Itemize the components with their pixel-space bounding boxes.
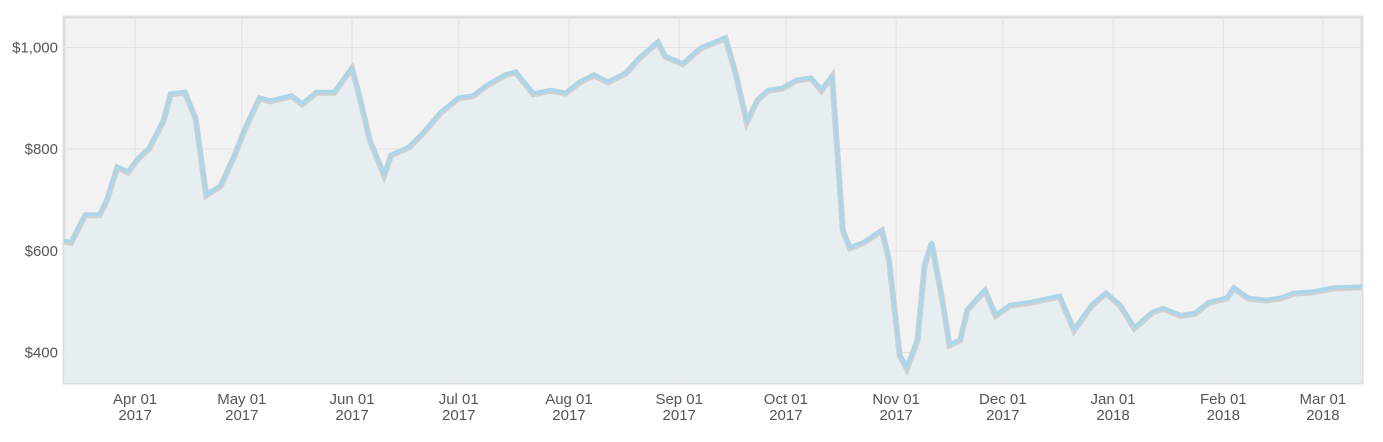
x-tick-label: Jul 01 — [439, 391, 479, 408]
x-tick-label: 2017 — [663, 407, 696, 424]
x-tick-label: 2017 — [225, 407, 258, 424]
x-tick-label: Oct 01 — [764, 391, 808, 408]
y-tick-label: $400 — [25, 345, 58, 362]
x-tick-label: Sep 01 — [655, 391, 703, 408]
x-tick-label: Jun 01 — [330, 391, 375, 408]
x-tick-label: 2017 — [986, 407, 1019, 424]
x-tick-label: 2017 — [879, 407, 912, 424]
y-tick-label: $1,000 — [12, 40, 58, 57]
x-tick-label: Nov 01 — [872, 391, 920, 408]
x-tick-label: May 01 — [217, 391, 266, 408]
x-tick-label: Feb 01 — [1200, 391, 1247, 408]
x-tick-label: 2018 — [1306, 407, 1339, 424]
x-tick-label: Aug 01 — [545, 391, 593, 408]
x-tick-label: 2017 — [335, 407, 368, 424]
line — [63, 35, 1363, 370]
x-tick-label: 2017 — [552, 407, 585, 424]
x-tick-label: Apr 01 — [113, 391, 157, 408]
area — [64, 37, 1362, 384]
x-tick-label: Jan 01 — [1091, 391, 1136, 408]
y-tick-label: $600 — [25, 243, 58, 260]
x-tick-label: 2017 — [769, 407, 802, 424]
x-tick-label: Mar 01 — [1300, 391, 1347, 408]
x-tick-label: 2017 — [442, 407, 475, 424]
x-tick-label: 2017 — [118, 407, 151, 424]
x-tick-label: Dec 01 — [979, 391, 1027, 408]
y-tick-label: $800 — [25, 141, 58, 158]
x-tick-label: 2018 — [1207, 407, 1240, 424]
x-tick-label: 2018 — [1096, 407, 1129, 424]
